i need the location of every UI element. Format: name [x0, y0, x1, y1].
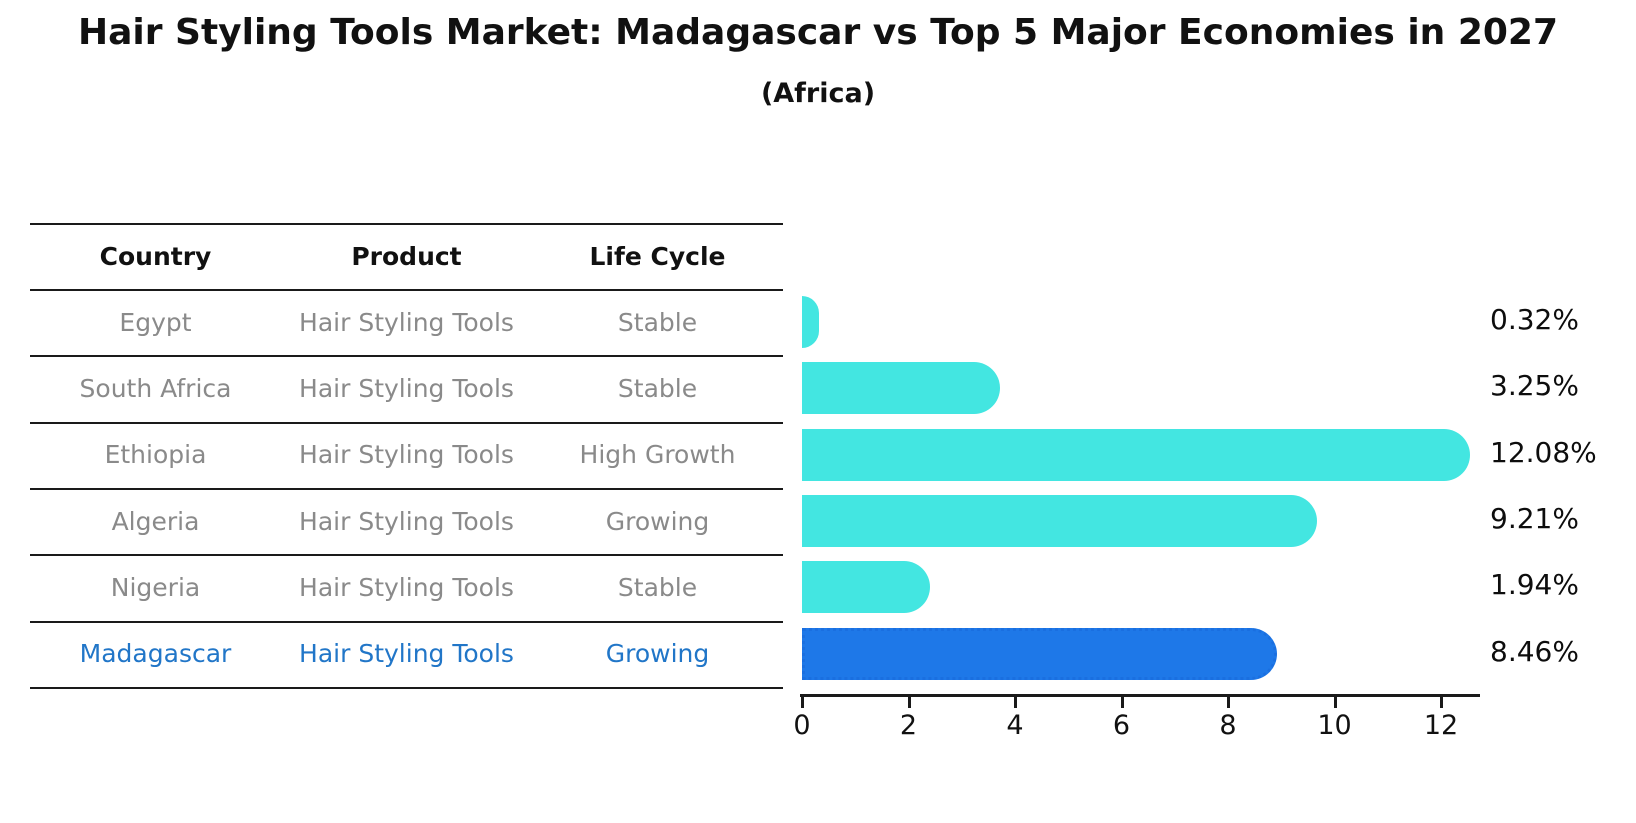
- table-divider-line: [30, 554, 783, 556]
- table-divider-line: [30, 223, 783, 225]
- x-axis-tick-label: 12: [1423, 710, 1459, 741]
- table-row: Algeria Hair Styling Tools Growing: [30, 488, 783, 554]
- product-cell: Hair Styling Tools: [299, 440, 514, 470]
- x-axis-tick-label: 2: [899, 710, 918, 741]
- life-cycle-cell: Stable: [617, 373, 698, 403]
- product-cell: Hair Styling Tools: [299, 639, 514, 669]
- x-axis-tick: [801, 697, 804, 708]
- bar-south-africa: [802, 362, 1001, 415]
- table-row: Egypt Hair Styling Tools Stable: [30, 289, 783, 355]
- value-label: 3.25%: [1490, 369, 1579, 403]
- bar-ethiopia: [802, 428, 1471, 481]
- life-cycle-cell: Stable: [617, 307, 698, 337]
- life-cycle-cell: Stable: [617, 572, 698, 602]
- product-cell: Hair Styling Tools: [299, 373, 514, 403]
- table-divider-line: [30, 488, 783, 490]
- product-cell: Hair Styling Tools: [299, 307, 514, 337]
- x-axis-line: [800, 694, 1480, 697]
- country-cell: Nigeria: [110, 572, 201, 602]
- bar-nigeria: [802, 561, 931, 614]
- life-cycle-cell: Growing: [605, 639, 710, 669]
- bar-highlight-madagascar: [802, 627, 1278, 680]
- x-axis-tick-label: 0: [793, 710, 811, 741]
- value-label: 12.08%: [1490, 435, 1597, 469]
- country-cell: Egypt: [119, 307, 192, 337]
- table-row: South Africa Hair Styling Tools Stable: [30, 355, 783, 421]
- x-axis-tick: [1120, 697, 1124, 708]
- product-cell: Hair Styling Tools: [299, 506, 514, 536]
- x-axis-tick-label: 8: [1219, 710, 1237, 741]
- table-row: Madagascar Hair Styling Tools Growing: [30, 621, 783, 687]
- table-divider-line: [30, 355, 783, 357]
- country-cell: South Africa: [79, 373, 232, 403]
- table-divider-line: [30, 687, 783, 689]
- x-axis-tick: [1440, 697, 1443, 708]
- value-label: 0.32%: [1490, 303, 1579, 337]
- bar-algeria: [802, 495, 1318, 548]
- x-axis-tick: [1014, 697, 1017, 708]
- value-label: 1.94%: [1490, 568, 1579, 602]
- table-divider-line: [30, 422, 783, 424]
- value-label: 8.46%: [1490, 634, 1579, 668]
- life-cycle-cell: High Growth: [579, 440, 736, 470]
- x-axis-tick-label: 10: [1317, 710, 1352, 741]
- table-header-row: Country Product Life Cycle: [30, 223, 783, 289]
- country-cell: Algeria: [111, 506, 200, 536]
- chart-title: Hair Styling Tools Market: Madagascar vs…: [77, 12, 1559, 53]
- chart-subtitle: (Africa): [760, 78, 876, 109]
- table-divider-line: [30, 621, 783, 623]
- column-header-product: Product: [351, 241, 462, 271]
- x-axis-tick-label: 4: [1006, 710, 1024, 741]
- product-cell: Hair Styling Tools: [299, 572, 514, 602]
- x-axis-tick: [1333, 697, 1337, 708]
- x-axis-tick-label: 6: [1112, 710, 1131, 741]
- value-label: 9.21%: [1490, 502, 1579, 536]
- table-row: Nigeria Hair Styling Tools Stable: [30, 554, 783, 620]
- life-cycle-cell: Growing: [605, 506, 710, 536]
- table-divider-line: [30, 289, 783, 291]
- table-row: Ethiopia Hair Styling Tools High Growth: [30, 422, 783, 488]
- country-cell: Madagascar: [79, 639, 232, 669]
- column-header-life-cycle: Life Cycle: [589, 241, 726, 271]
- bar-egypt: [802, 296, 820, 349]
- country-cell: Ethiopia: [104, 440, 207, 470]
- column-header-country: Country: [99, 241, 212, 271]
- x-axis-tick: [907, 697, 911, 708]
- x-axis-tick: [1227, 697, 1230, 708]
